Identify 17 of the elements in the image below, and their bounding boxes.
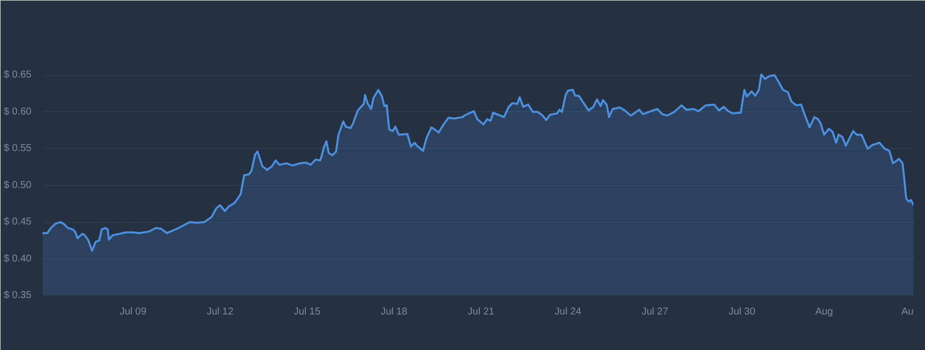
x-tick-label: Jul 12 xyxy=(206,306,234,318)
y-tick-label: $ 0.40 xyxy=(4,253,32,264)
x-tick-label: Aug xyxy=(815,306,834,318)
x-tick-label: Au xyxy=(901,306,914,318)
y-tick-label: $ 0.65 xyxy=(4,70,32,81)
x-tick-label: Jul 18 xyxy=(380,306,408,318)
x-tick-label: Jul 09 xyxy=(120,306,147,318)
x-tick-label: Jul 24 xyxy=(554,306,582,318)
y-tick-label: $ 0.55 xyxy=(4,143,32,154)
x-tick-label: Jul 15 xyxy=(294,306,321,318)
y-tick-label: $ 0.50 xyxy=(4,180,32,191)
y-tick-label: $ 0.35 xyxy=(4,290,32,301)
y-tick-label: $ 0.45 xyxy=(4,216,32,228)
x-tick-label: Jul 30 xyxy=(728,306,756,318)
x-tick-label: Jul 27 xyxy=(642,306,669,318)
x-tick-label: Jul 21 xyxy=(468,306,495,318)
y-tick-label: $ 0.60 xyxy=(4,106,32,118)
